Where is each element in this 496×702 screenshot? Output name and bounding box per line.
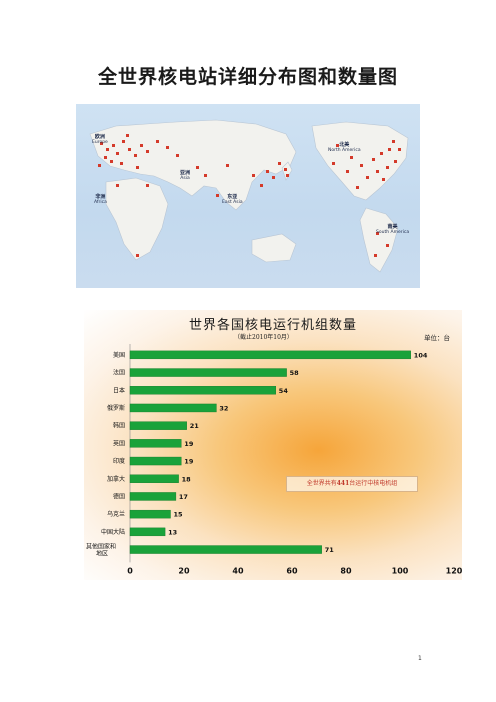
category-label: 中国大陆	[101, 528, 125, 536]
x-tick-label: 0	[127, 566, 133, 575]
world-map: 欧洲 Europe 非洲 Africa 亚洲 Asia 东亚 East Asia 北美 N…	[76, 104, 420, 288]
x-tick-label: 60	[286, 566, 298, 575]
bar	[129, 509, 171, 519]
category-label: 韩国	[113, 422, 125, 430]
map-label-south-america: 南美 South America	[376, 224, 410, 235]
map-label-north-america: 北美 North America	[328, 142, 361, 153]
africa-land	[105, 177, 169, 261]
world-map-graphic	[89, 119, 409, 273]
plant-markers	[98, 134, 401, 257]
bar	[129, 350, 411, 360]
bar	[129, 527, 166, 537]
bar-value-label: 58	[290, 369, 300, 377]
bar	[129, 456, 182, 466]
bar	[129, 439, 182, 448]
bar-value-label: 17	[179, 493, 188, 501]
bar	[129, 368, 287, 377]
bar-value-label: 15	[174, 511, 184, 519]
chart-plot: 美国 104 法国 58 日本 54 俄罗斯 32 韩国 21 英国 19 印度 19 加拿大 18 德国 17 乌…	[86, 344, 462, 575]
bar	[129, 421, 187, 430]
bar-value-label: 19	[184, 458, 194, 466]
bar	[129, 545, 322, 554]
bar-value-label: 32	[219, 404, 228, 412]
document-title: 全世界核电站详细分布图和数量图	[97, 66, 398, 88]
category-label: 加拿大	[107, 475, 125, 483]
map-label-east-asia: 东亚 East Asia	[222, 194, 243, 205]
category-label: 日本	[113, 386, 125, 394]
bar	[129, 386, 277, 395]
reactor-count-chart: 世界各国核电运行机组数量 （截止2010年10月） 单位：台 美国 104 法国 58…	[84, 310, 462, 580]
map-label-africa: 非洲 Africa	[94, 194, 107, 205]
bar-value-label: 54	[279, 387, 289, 395]
x-tick-label: 80	[340, 566, 352, 575]
category-label: 法国	[113, 369, 125, 377]
category-label: 乌克兰	[107, 510, 125, 518]
chart-unit: 单位：台	[424, 334, 450, 342]
x-tick-label: 40	[232, 566, 244, 575]
bar	[129, 474, 179, 483]
bar	[129, 492, 177, 501]
bar	[129, 403, 217, 413]
north-america-land	[311, 121, 409, 201]
south-america-land	[359, 207, 399, 273]
bar-value-label: 19	[184, 440, 194, 448]
category-label: 印度	[113, 457, 125, 465]
chart-note: 全世界共有441台运行中核电机组	[286, 476, 418, 492]
category-label: 美国	[113, 351, 125, 359]
category-label: 英国	[113, 439, 125, 447]
chart-note-highlight: 441	[336, 480, 350, 487]
eurasia-land	[89, 119, 297, 211]
chart-title: 世界各国核电运行机组数量	[188, 318, 357, 333]
x-tick-label: 100	[392, 566, 409, 575]
page-number: 1	[418, 655, 422, 662]
category-label: 德国	[113, 492, 125, 500]
map-label-europe: 欧洲 Europe	[92, 134, 108, 145]
bar-value-label: 71	[325, 546, 335, 554]
map-label-asia: 亚洲 Asia	[180, 170, 191, 181]
bar-value-label: 13	[168, 528, 177, 536]
bar-value-label: 18	[182, 475, 192, 483]
x-tick-label: 120	[446, 566, 462, 575]
australia-land	[251, 233, 297, 263]
chart-subtitle: （截止2010年10月）	[234, 334, 293, 341]
category-label: 俄罗斯	[107, 404, 125, 412]
x-tick-label: 20	[178, 566, 190, 575]
bar-value-label: 104	[414, 351, 428, 359]
category-label: 其他国家和地区	[86, 543, 116, 558]
bar-value-label: 21	[190, 422, 200, 430]
